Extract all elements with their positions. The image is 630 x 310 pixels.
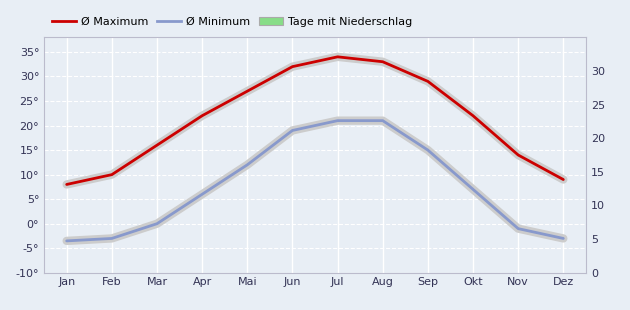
Legend: Ø Maximum, Ø Minimum, Tage mit Niederschlag: Ø Maximum, Ø Minimum, Tage mit Niedersch… xyxy=(50,15,415,29)
